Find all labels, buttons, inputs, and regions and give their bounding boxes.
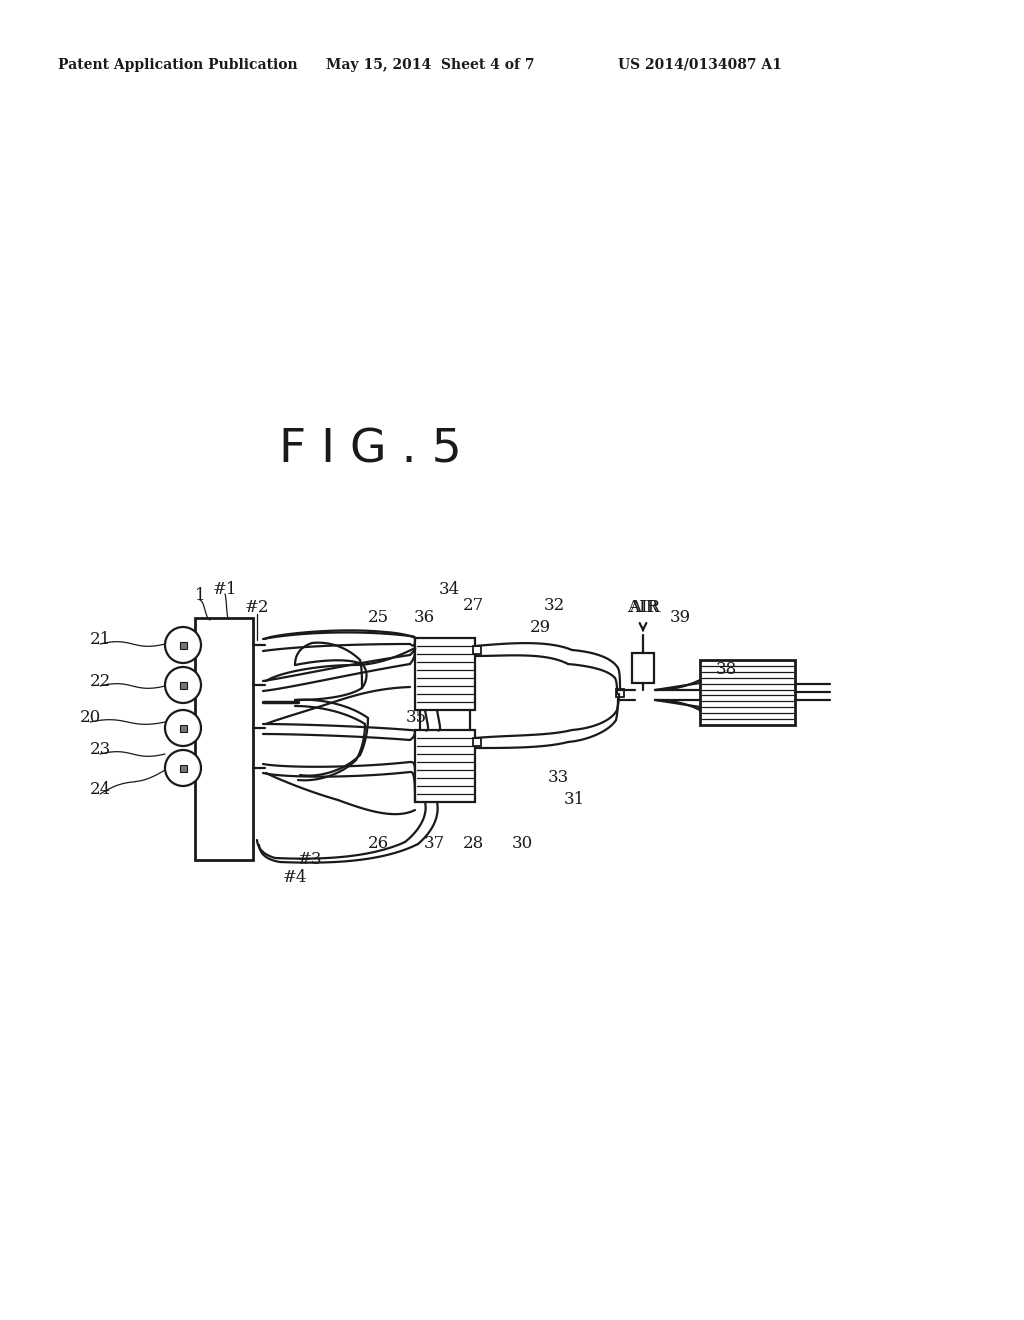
Bar <box>179 681 186 689</box>
Circle shape <box>165 627 201 663</box>
Text: 28: 28 <box>463 834 483 851</box>
Text: 29: 29 <box>529 619 551 636</box>
Bar <box>632 653 654 682</box>
Text: 37: 37 <box>423 834 444 851</box>
Text: 26: 26 <box>368 834 388 851</box>
Text: 39: 39 <box>670 609 690 626</box>
Text: US 2014/0134087 A1: US 2014/0134087 A1 <box>618 58 782 73</box>
Circle shape <box>165 750 201 785</box>
Bar <box>415 730 475 803</box>
Text: 22: 22 <box>89 673 111 690</box>
Text: 24: 24 <box>89 781 111 799</box>
Bar <box>195 618 253 861</box>
Text: 36: 36 <box>414 609 434 626</box>
Circle shape <box>165 710 201 746</box>
Text: 32: 32 <box>544 598 564 615</box>
Bar <box>415 638 475 710</box>
Text: 27: 27 <box>463 598 483 615</box>
Text: 34: 34 <box>438 582 460 598</box>
Text: 21: 21 <box>89 631 111 648</box>
Text: 31: 31 <box>563 792 585 808</box>
Text: 38: 38 <box>716 660 736 677</box>
Text: 25: 25 <box>368 609 388 626</box>
Bar <box>179 764 186 771</box>
Bar <box>616 689 624 697</box>
Text: F I G . 5: F I G . 5 <box>279 428 462 473</box>
Text: May 15, 2014  Sheet 4 of 7: May 15, 2014 Sheet 4 of 7 <box>326 58 535 73</box>
Text: 30: 30 <box>511 834 532 851</box>
Text: 20: 20 <box>80 710 100 726</box>
Text: Patent Application Publication: Patent Application Publication <box>58 58 298 73</box>
Text: 23: 23 <box>89 742 111 759</box>
Bar <box>179 642 186 648</box>
Bar <box>179 725 186 731</box>
Text: #3: #3 <box>298 851 323 869</box>
Text: 33: 33 <box>548 770 568 787</box>
Bar <box>700 660 795 725</box>
Text: #1: #1 <box>213 582 238 598</box>
Text: #4: #4 <box>283 870 307 887</box>
Text: AIR: AIR <box>630 599 660 616</box>
Bar <box>473 645 481 653</box>
Text: 35: 35 <box>406 709 427 726</box>
Text: #2: #2 <box>245 599 269 616</box>
Text: AIR: AIR <box>628 599 658 616</box>
Text: 1: 1 <box>195 587 206 605</box>
Bar <box>473 738 481 746</box>
Circle shape <box>165 667 201 704</box>
